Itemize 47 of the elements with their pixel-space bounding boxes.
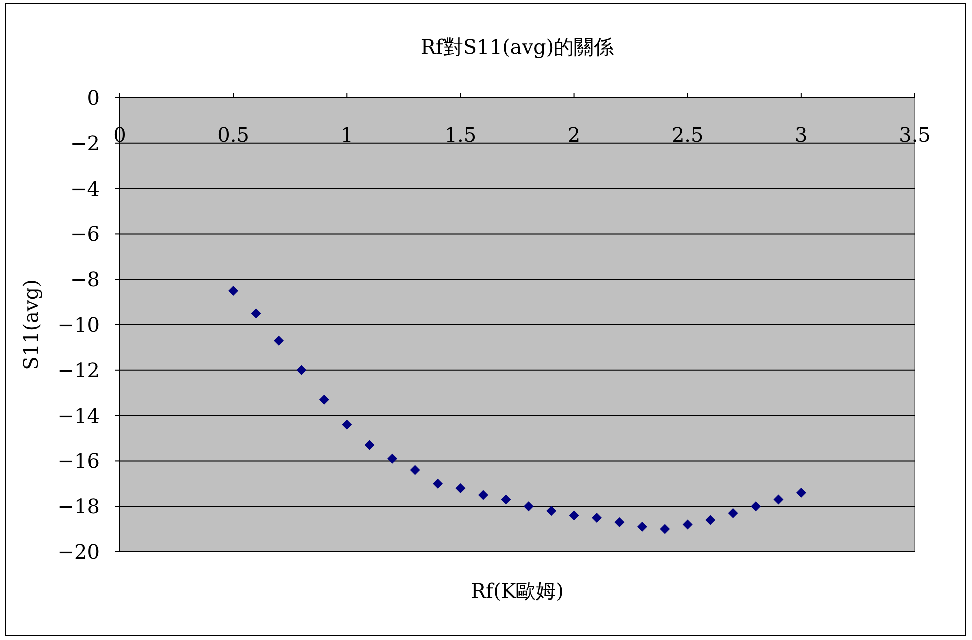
point — [501, 494, 512, 505]
y-tick-label: −10 — [58, 313, 100, 337]
point — [660, 524, 670, 534]
point — [614, 517, 625, 528]
point — [796, 488, 806, 498]
point — [433, 478, 443, 489]
point — [228, 286, 239, 296]
point — [388, 454, 398, 464]
y-tick-label: −14 — [58, 404, 100, 428]
x-tick-label: 0.5 — [218, 123, 250, 147]
point — [478, 490, 488, 500]
y-axis-title: S11(avg) — [19, 280, 43, 370]
y-tick-label: −4 — [70, 176, 100, 201]
y-tick-label: −8 — [70, 268, 100, 292]
x-tick-label: 1 — [340, 123, 354, 147]
point — [706, 515, 716, 526]
y-tick-label: −2 — [70, 131, 100, 156]
point — [751, 502, 761, 512]
y-tick-label: 0 — [87, 86, 100, 110]
point — [592, 512, 602, 523]
point — [728, 508, 738, 518]
x-tick-label: 1.5 — [444, 123, 477, 147]
point — [342, 420, 352, 430]
x-axis-title: Rf(K歐姆) — [470, 579, 564, 603]
point — [251, 308, 262, 319]
point — [274, 336, 284, 346]
point — [319, 394, 330, 405]
y-tick-label: −16 — [58, 449, 100, 474]
y-tick-label: −18 — [58, 494, 100, 519]
y-tick-label: −12 — [58, 358, 100, 382]
point — [546, 506, 557, 516]
y-tick-label: −6 — [70, 222, 100, 246]
point — [456, 483, 466, 494]
point — [296, 365, 307, 376]
chart-title: Rf對S11(avg)的關係 — [420, 35, 614, 59]
x-tick-label: 3 — [795, 123, 808, 147]
x-tick-label: 3.5 — [899, 123, 931, 147]
x-tick-label: 2.5 — [672, 123, 704, 147]
y-tick-label: −20 — [58, 540, 100, 564]
point — [569, 510, 580, 521]
point — [637, 522, 648, 532]
point — [524, 502, 534, 512]
point — [364, 440, 375, 450]
point — [774, 494, 784, 505]
point — [410, 465, 420, 476]
x-tick-label: 2 — [568, 123, 581, 147]
point — [682, 520, 693, 530]
